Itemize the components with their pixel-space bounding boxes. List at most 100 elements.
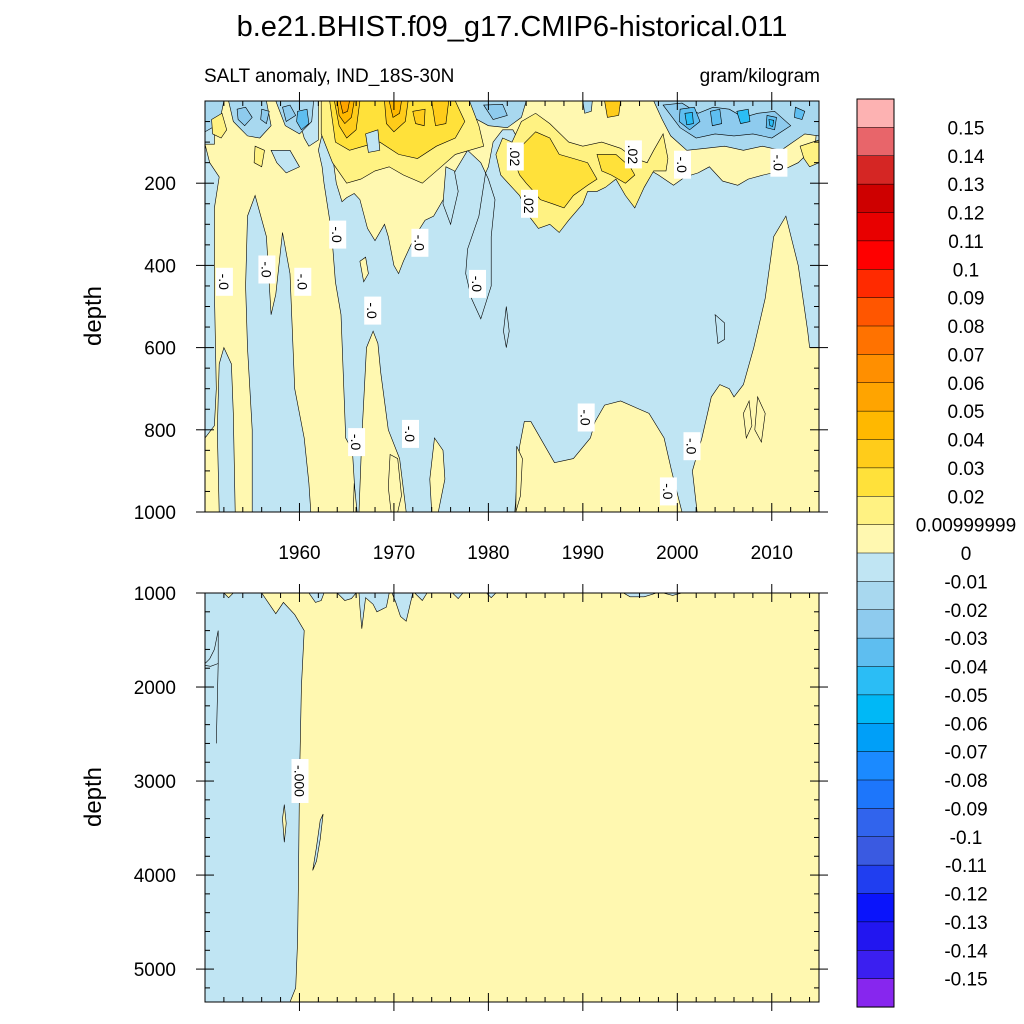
colorbar-swatch: [856, 864, 895, 895]
colorbar-label: -0.05: [944, 686, 987, 707]
colorbar-swatch: [856, 297, 895, 327]
contour-region: [384, 101, 409, 133]
upper-panel: -.0 -.0 -.0 -.0 -.0 -.0 -.0 -.0 -.0 .02 .02 .02 -.0 -…: [80, 92, 828, 564]
contour-region: [431, 101, 450, 127]
contour-region: [336, 593, 357, 601]
contour-label: -.0: [215, 267, 233, 296]
contour-region: [205, 144, 220, 439]
colorbar-swatch: [856, 751, 895, 781]
colorbar-label: 0.15: [948, 118, 985, 139]
colorbar-swatch: [856, 552, 895, 582]
colorbar: 0.15 0.14 0.13 0.12 0.11 0.1 0.09 0.08 0.07 0.06 0…: [856, 98, 1016, 1008]
contour-label: -.0: [683, 432, 701, 461]
contour-region: [514, 131, 598, 209]
lower-plot-area: -.000: [205, 593, 819, 1002]
contour-label-text: -.0: [684, 438, 700, 455]
contour-region: [442, 166, 459, 226]
contour-region: [391, 593, 414, 622]
contour-label-box: [683, 432, 701, 461]
upper-contour-labels: -.0 -.0 -.0 -.0 -.0 -.0 -.0 -.0 -.0 .02 .02 .02 -.0 -…: [215, 140, 788, 506]
contour-region: [312, 813, 324, 871]
colorbar-label: -0.13: [944, 913, 987, 934]
contour-label: -.0: [258, 255, 276, 284]
contour-label: .02: [521, 189, 538, 218]
contour-region: [387, 454, 402, 512]
contour-region: [503, 306, 510, 348]
colorbar-label: 0.12: [948, 204, 985, 225]
contour-region: [429, 437, 446, 512]
colorbar-label: 0.09: [948, 289, 985, 310]
colorbar-swatch: [856, 410, 895, 441]
contour-region: [743, 399, 753, 440]
colorbar-frame: [856, 98, 895, 1008]
contour-label-box: [577, 403, 595, 432]
y-tick-label: 800: [144, 421, 176, 442]
colorbar-swatch: [856, 240, 895, 270]
colorbar-swatch: [856, 155, 895, 185]
x-tick-label: 1990: [562, 543, 604, 564]
contour-label: -.0: [402, 419, 419, 448]
contour-label-text: -.0: [348, 434, 364, 451]
contour-label-text: .02: [625, 145, 641, 165]
contour-region: [515, 446, 523, 512]
contour-label-text: .02: [521, 194, 537, 214]
contour-label-box: [469, 269, 486, 298]
contour-region: [365, 129, 381, 153]
contour-region: [483, 103, 508, 120]
contour-region: [794, 106, 806, 120]
contour-region: [736, 108, 751, 124]
colorbar-label: -0.07: [944, 743, 987, 764]
colorbar-swatch: [856, 779, 895, 809]
colorbar-label: -0.06: [944, 714, 987, 735]
colorbar-label: -0.11: [945, 856, 987, 877]
colorbar-label: -0.03: [944, 629, 987, 650]
colorbar-label: 0.13: [948, 175, 985, 196]
colorbar-swatch: [856, 581, 895, 611]
colorbar-swatch: [856, 382, 895, 412]
colorbar-swatch: [856, 723, 895, 753]
contour-label: -.0: [659, 477, 677, 506]
contour-region: [339, 101, 350, 114]
contour-region: [282, 804, 287, 843]
colorbar-swatch: [856, 467, 895, 497]
colorbar-swatch: [856, 950, 895, 980]
colorbar-label: -0.04: [944, 658, 988, 679]
x-tick-label: 1970: [373, 543, 415, 564]
lower-frame: [204, 592, 820, 1003]
colorbar-swatch: [856, 836, 895, 866]
colorbar-label: 0.11: [948, 232, 984, 253]
contour-region: [714, 313, 725, 345]
lower-y-label: depth: [80, 767, 107, 827]
colorbar-swatch: [856, 325, 895, 355]
contour-region: [684, 112, 694, 126]
colorbar-label: 0.14: [948, 147, 985, 168]
x-tick-label: 2000: [656, 543, 698, 564]
colorbar-swatch: [856, 127, 895, 157]
contour-label: .02: [624, 140, 642, 169]
x-tick-label: 1960: [278, 543, 320, 564]
contour-label-text: -.0: [660, 483, 676, 500]
contour-region: [582, 101, 593, 114]
contour-label: -.0: [770, 148, 788, 177]
colorbar-label: -0.08: [944, 771, 987, 792]
contour-region: [359, 256, 369, 283]
y-tick-label: 600: [144, 339, 176, 360]
contour-label: -.0: [674, 150, 691, 179]
contour-label-text: -.0: [294, 274, 310, 291]
figure-title: b.e21.BHIST.f09_g17.CMIP6-historical.011: [237, 11, 788, 43]
contour-region: [768, 119, 775, 127]
contour-label-box: [411, 228, 429, 257]
lower-panel: -.000 1000 2000 3000 4000 5000 depth: [80, 584, 828, 1011]
contour-label-text: -.0: [411, 235, 427, 252]
contour-region: [799, 139, 819, 168]
colorbar-label: 0.1: [953, 260, 979, 281]
upper-ticks: 1960 1970 1980 1990 2000 2010 200 400 600 800 1000: [134, 92, 828, 564]
colorbar-label: 0.03: [948, 459, 985, 480]
colorbar-swatch: [856, 921, 895, 951]
contour-region: [388, 101, 402, 118]
colorbar-swatch: [856, 694, 895, 724]
contour-region: [253, 145, 265, 168]
contour-label-text: -.0: [258, 261, 274, 278]
colorbar-swatch: [856, 439, 895, 469]
colorbar-swatch: [856, 496, 895, 526]
